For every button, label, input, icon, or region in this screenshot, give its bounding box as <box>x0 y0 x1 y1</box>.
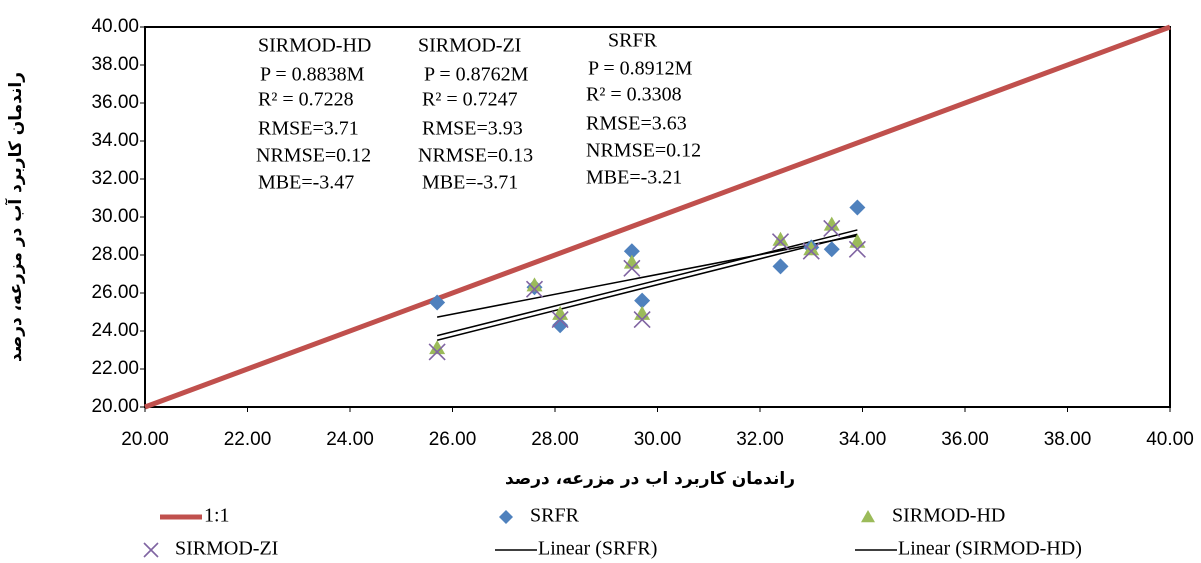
annotation: RMSE=3.71 <box>258 118 359 140</box>
identity-line <box>144 24 1171 410</box>
annotation: RMSE=3.93 <box>422 118 523 140</box>
y-tick-label: 22.00 <box>91 358 139 379</box>
annotation: P = 0.8912M <box>588 58 693 80</box>
marker <box>848 240 866 258</box>
y-tick-label: 28.00 <box>91 244 139 265</box>
legend-label: SIRMOD-ZI <box>175 538 278 560</box>
legend-label: SIRMOD-HD <box>892 505 1005 527</box>
marker <box>772 258 789 275</box>
annotation: SIRMOD-ZI <box>418 35 521 57</box>
marker <box>803 241 820 256</box>
annotation: RMSE=3.63 <box>586 113 687 135</box>
annotation: NRMSE=0.12 <box>256 145 371 167</box>
y-tick-label: 34.00 <box>91 130 139 151</box>
marker <box>623 259 641 277</box>
legend-label: SRFR <box>530 505 580 527</box>
legend-swatch <box>861 510 875 523</box>
legend-swatch <box>143 542 159 558</box>
annotation: NRMSE=0.12 <box>586 140 701 162</box>
marker <box>551 311 569 329</box>
marker <box>634 292 651 309</box>
legend-label: 1:1 <box>204 505 230 527</box>
annotation: P = 0.8762M <box>424 64 529 86</box>
annotation: NRMSE=0.13 <box>418 145 533 167</box>
annotation: R² = 0.7247 <box>422 89 518 111</box>
x-tick-label: 30.00 <box>634 429 682 450</box>
marker <box>823 219 841 237</box>
marker <box>429 294 446 311</box>
x-tick-label: 24.00 <box>326 429 374 450</box>
marker <box>525 280 544 298</box>
annotation: MBE=-3.47 <box>258 172 354 194</box>
marker <box>428 343 446 361</box>
annotation: R² = 0.3308 <box>586 84 682 106</box>
y-tick-label: 26.00 <box>91 282 139 303</box>
x-tick-label: 26.00 <box>429 429 477 450</box>
annotation: P = 0.8838M <box>260 64 365 86</box>
marker <box>772 231 789 246</box>
marker <box>802 242 820 260</box>
y-tick-label: 30.00 <box>91 206 139 227</box>
marker <box>823 241 840 258</box>
annotation: MBE=-3.21 <box>586 167 682 189</box>
x-tick-label: 38.00 <box>1044 429 1092 450</box>
y-tick-label: 32.00 <box>91 168 139 189</box>
marker <box>633 311 651 329</box>
x-tick-label: 20.00 <box>121 429 169 450</box>
marker <box>552 317 569 334</box>
y-tick-label: 36.00 <box>91 92 139 113</box>
marker <box>849 199 866 216</box>
x-tick-label: 32.00 <box>736 429 784 450</box>
annotation: SIRMOD-HD <box>258 35 371 57</box>
trendline <box>436 233 858 341</box>
y-axis-label: راندمان کاربرد آب در مزرعه، درصد <box>4 72 26 362</box>
marker <box>823 216 840 231</box>
annotation: MBE=-3.71 <box>422 172 518 194</box>
x-tick-label: 36.00 <box>941 429 989 450</box>
y-tick-label: 40.00 <box>91 16 139 37</box>
x-tick-label: 40.00 <box>1146 429 1194 450</box>
y-tick-label: 20.00 <box>91 396 139 417</box>
y-tick-label: 24.00 <box>91 320 139 341</box>
x-tick-label: 28.00 <box>531 429 579 450</box>
legend-swatch <box>499 510 513 524</box>
y-tick-label: 38.00 <box>91 54 139 75</box>
marker <box>623 243 640 260</box>
x-tick-label: 22.00 <box>224 429 272 450</box>
x-axis-label: راندمان کاربرد اب در مزرعه، درصد <box>505 469 795 489</box>
marker <box>429 340 446 355</box>
x-tick-label: 34.00 <box>839 429 887 450</box>
legend-label: Linear (SIRMOD-HD) <box>898 538 1082 560</box>
marker <box>526 277 543 292</box>
legend-label: Linear (SRFR) <box>538 538 657 560</box>
annotation: SRFR <box>608 30 658 52</box>
annotation: R² = 0.7228 <box>258 89 354 111</box>
marker <box>771 233 790 251</box>
plot-area <box>144 26 1171 408</box>
